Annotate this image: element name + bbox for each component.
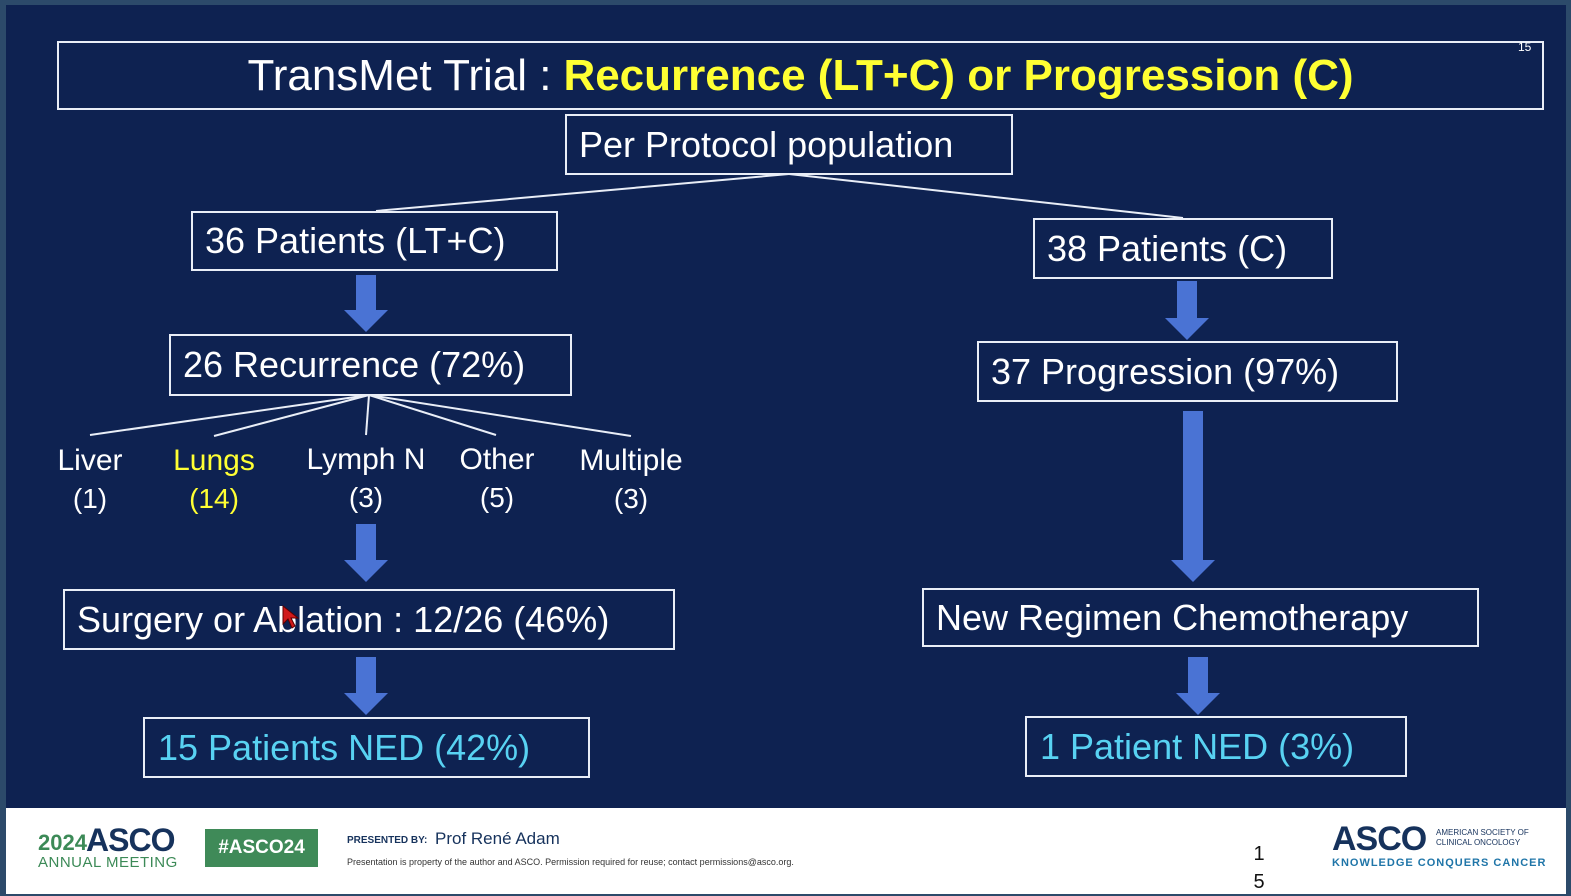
recurrence-label: 26 Recurrence (72%): [183, 344, 526, 385]
left-treatment-box: Surgery or Ablation : 12/26 (46%): [63, 589, 675, 650]
org-name: AMERICAN SOCIETY OF CLINICAL ONCOLOGY: [1436, 828, 1529, 847]
right-treatment-box: New Regimen Chemotherapy: [922, 588, 1479, 647]
left-patients-label: 36 Patients (LT+C): [205, 220, 506, 261]
site-lungs-name: Lungs: [173, 444, 255, 477]
left-treatment-label: Surgery or Ablation : 12/26 (46%): [77, 598, 610, 640]
site-multiple-name: Multiple: [579, 444, 683, 477]
site-lymph-node-name: Lymph N: [306, 443, 426, 476]
down-arrow-right-1: [1165, 281, 1209, 340]
site-multiple-count: (3): [613, 483, 649, 514]
right-treatment-label: New Regimen Chemotherapy: [936, 596, 1409, 638]
title-prefix: TransMet Trial :: [247, 50, 552, 100]
title-box: TransMet Trial : Recurrence (LT+C) or Pr…: [57, 41, 1544, 110]
site-liver-name: Liver: [57, 444, 123, 477]
presented-by-label: PRESENTED BY:: [347, 835, 428, 846]
site-lymph-node-count: (3): [348, 482, 384, 513]
root-label: Per Protocol population: [579, 123, 954, 165]
connector-root-left: [375, 173, 790, 212]
meeting-subtitle: ANNUAL MEETING: [38, 854, 178, 871]
org-logo-text: ASCO: [1332, 820, 1427, 858]
left-outcome-label: 15 Patients NED (42%): [158, 726, 531, 768]
recurrence-box: 26 Recurrence (72%): [169, 334, 572, 396]
right-outcome-label: 1 Patient NED (3%): [1040, 725, 1355, 767]
presenter-name: Prof René Adam: [435, 829, 560, 848]
root-box: Per Protocol population: [565, 114, 1013, 175]
meeting-year: 2024: [38, 830, 87, 855]
down-arrow-left-3: [344, 657, 388, 715]
meeting-brand: ASCO: [86, 822, 175, 858]
mouse-cursor-icon: [282, 605, 300, 629]
slide: TransMet Trial : Recurrence (LT+C) or Pr…: [6, 5, 1566, 808]
left-patients-box: 36 Patients (LT+C): [191, 211, 558, 271]
down-arrow-right-3: [1176, 657, 1220, 715]
right-patients-box: 38 Patients (C): [1033, 218, 1333, 279]
flow-connectors: [89, 173, 1220, 715]
title-highlight: Recurrence (LT+C) or Progression (C): [563, 50, 1354, 100]
copyright-notice: Presentation is property of the author a…: [347, 857, 794, 867]
down-arrow-left-2: [344, 524, 388, 582]
connector-recurrence-lymph: [365, 394, 370, 436]
site-lungs: Lungs (14): [159, 442, 269, 518]
site-other-count: (5): [479, 482, 515, 513]
connector-root-right: [788, 173, 1184, 219]
hashtag-badge: #ASCO24: [205, 829, 318, 867]
site-liver-count: (1): [72, 483, 108, 514]
site-other-name: Other: [459, 443, 535, 476]
left-outcome-box: 15 Patients NED (42%): [143, 717, 590, 778]
connector-recurrence-liver: [89, 394, 370, 436]
site-lymph-node: Lymph N (3): [291, 441, 441, 517]
footer-bar: 2024 ASCO ANNUAL MEETING #ASCO24 PRESENT…: [6, 808, 1566, 894]
site-lungs-count: (14): [189, 483, 239, 514]
connector-recurrence-lungs: [213, 394, 370, 437]
down-arrow-left-1: [344, 275, 388, 332]
page-number: 1 5: [1253, 843, 1265, 893]
connector-recurrence-multiple: [368, 394, 632, 437]
slide-number: 15: [1518, 40, 1532, 54]
site-multiple: Multiple (3): [566, 442, 696, 518]
down-arrow-right-2: [1171, 411, 1215, 582]
site-liver: Liver (1): [40, 442, 140, 518]
right-patients-label: 38 Patients (C): [1047, 227, 1288, 269]
progression-label: 37 Progression (97%): [991, 350, 1340, 392]
site-other: Other (5): [442, 441, 552, 517]
progression-box: 37 Progression (97%): [977, 341, 1398, 402]
org-tagline: KNOWLEDGE CONQUERS CANCER: [1332, 857, 1547, 869]
connector-recurrence-other: [368, 394, 497, 436]
right-outcome-box: 1 Patient NED (3%): [1025, 716, 1407, 777]
